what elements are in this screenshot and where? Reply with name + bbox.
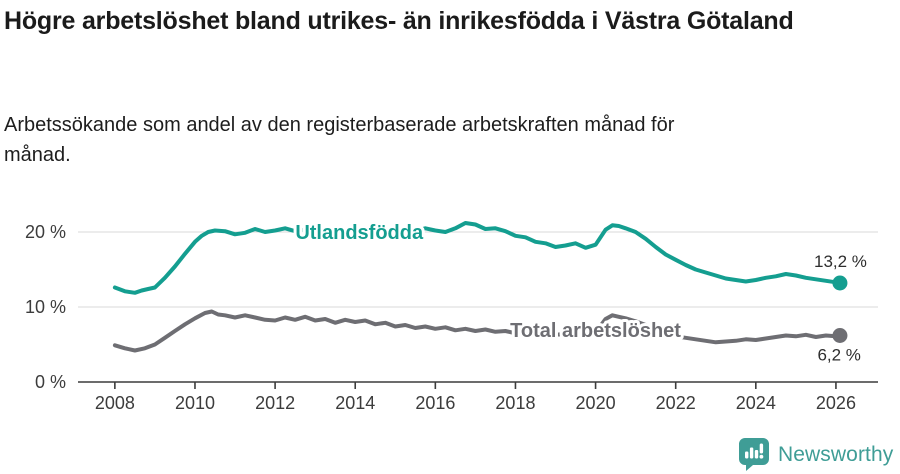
series-line-utlandsfodda [112,221,842,295]
series-end-value-total-arbetsloshet: 6,2 % [817,346,860,365]
x-axis-label: 2026 [816,393,856,413]
x-axis-label: 2024 [736,393,776,413]
series-label-total-arbetsloshet: Total arbetslöshet [510,320,681,342]
newsworthy-logo-icon [739,438,769,471]
x-axis-label: 2022 [656,393,696,413]
x-axis-label: 2008 [95,393,135,413]
series-end-value-utlandsfodda: 13,2 % [814,252,867,271]
y-axis-label: 0 % [35,372,66,392]
chart-subtitle: Arbetssökande som andel av den registerb… [4,114,675,166]
page-title: Högre arbetslöshet bland utrikes- än inr… [4,7,794,35]
y-axis-label: 10 % [25,297,66,317]
x-axis-label: 2014 [335,393,375,413]
brand-name: Newsworthy [778,442,894,466]
x-axis-label: 2012 [255,393,295,413]
series-label-utlandsfodda: Utlandsfödda [295,222,424,244]
series-end-dot-total-arbetsloshet [832,328,848,343]
x-axis-label: 2016 [415,393,455,413]
series-end-dot-utlandsfodda [832,275,848,291]
brand-footer: Newsworthy [739,438,893,471]
x-axis-label: 2020 [576,393,616,413]
x-axis-label: 2010 [175,393,215,413]
series-line-total-arbetsloshet [112,309,842,353]
y-axis-label: 20 % [25,222,66,242]
x-axis-label: 2018 [495,393,535,413]
